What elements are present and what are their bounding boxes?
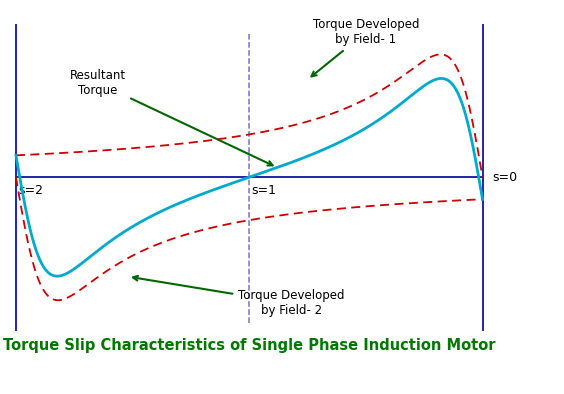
Text: s=1: s=1 [252,184,276,197]
Text: Torque Developed
by Field- 1: Torque Developed by Field- 1 [311,18,419,76]
Text: Torque Developed
by Field- 2: Torque Developed by Field- 2 [133,276,345,318]
Text: Torque Slip Characteristics of Single Phase Induction Motor: Torque Slip Characteristics of Single Ph… [3,338,496,353]
Text: s=2: s=2 [18,184,43,197]
Text: Resultant
Torque: Resultant Torque [69,69,272,165]
Text: s=0: s=0 [492,171,517,184]
